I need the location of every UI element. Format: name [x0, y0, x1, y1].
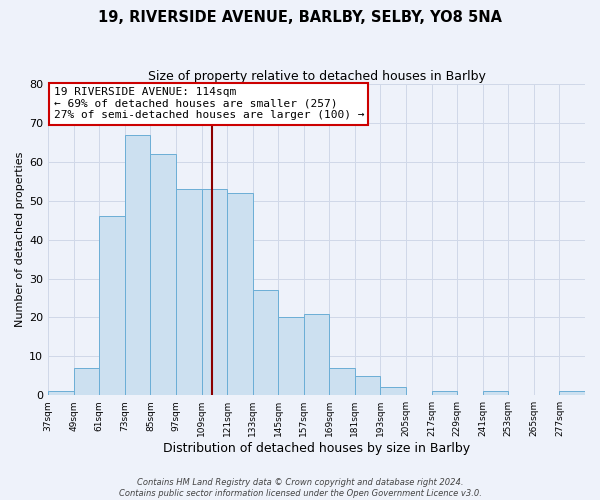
Bar: [125, 134, 151, 395]
X-axis label: Distribution of detached houses by size in Barlby: Distribution of detached houses by size …: [163, 442, 470, 455]
Bar: [380, 388, 406, 395]
Bar: [151, 154, 176, 395]
Bar: [559, 392, 585, 395]
Y-axis label: Number of detached properties: Number of detached properties: [15, 152, 25, 328]
Bar: [355, 376, 380, 395]
Text: Contains HM Land Registry data © Crown copyright and database right 2024.
Contai: Contains HM Land Registry data © Crown c…: [119, 478, 481, 498]
Title: Size of property relative to detached houses in Barlby: Size of property relative to detached ho…: [148, 70, 485, 83]
Bar: [176, 189, 202, 395]
Bar: [74, 368, 99, 395]
Bar: [48, 392, 74, 395]
Text: 19 RIVERSIDE AVENUE: 114sqm
← 69% of detached houses are smaller (257)
27% of se: 19 RIVERSIDE AVENUE: 114sqm ← 69% of det…: [53, 88, 364, 120]
Bar: [304, 314, 329, 395]
Bar: [202, 189, 227, 395]
Bar: [253, 290, 278, 395]
Bar: [329, 368, 355, 395]
Text: 19, RIVERSIDE AVENUE, BARLBY, SELBY, YO8 5NA: 19, RIVERSIDE AVENUE, BARLBY, SELBY, YO8…: [98, 10, 502, 25]
Bar: [431, 392, 457, 395]
Bar: [278, 318, 304, 395]
Bar: [99, 216, 125, 395]
Bar: [227, 193, 253, 395]
Bar: [483, 392, 508, 395]
